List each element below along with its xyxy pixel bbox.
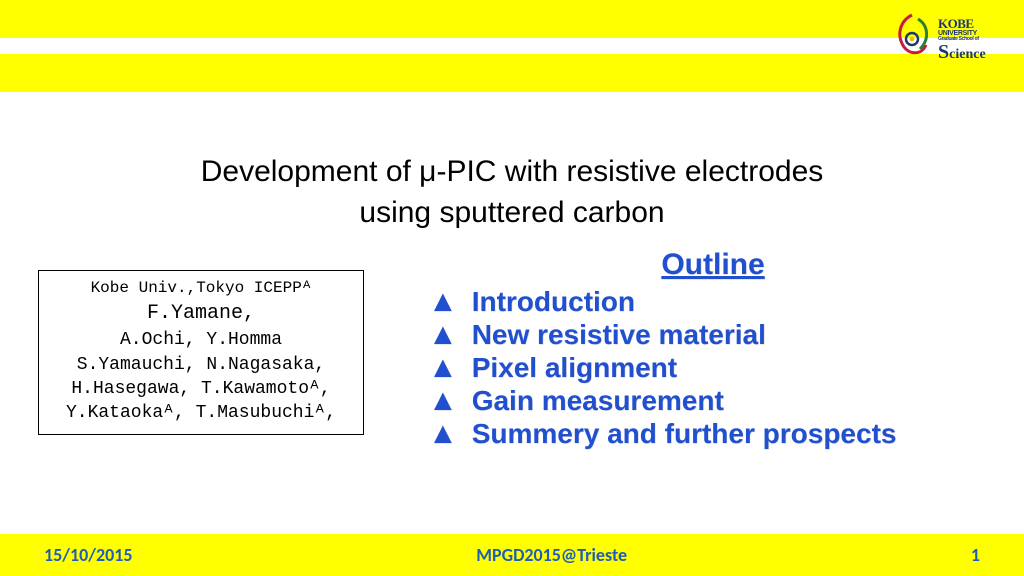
header-band: KOBE UNIVERSITY Graduate School of Scien… <box>0 0 1024 92</box>
coauthors-line: Y.Kataokaᴬ, T.Masubuchiᴬ, <box>43 401 359 425</box>
coauthors-line: S.Yamauchi, N.Nagasaka, <box>43 353 359 377</box>
logo-line4: Science <box>938 42 986 62</box>
outline-item: ▲ New resistive material <box>428 319 998 351</box>
logo-text: KOBE UNIVERSITY Graduate School of Scien… <box>938 17 986 62</box>
title-line1: Development of μ-PIC with resistive elec… <box>0 152 1024 193</box>
outline-item: ▲ Summery and further prospects <box>428 418 998 450</box>
outline-block: Outline ▲ Introduction ▲ New resistive m… <box>428 248 998 451</box>
bullet-triangle-icon: ▲ <box>428 419 458 449</box>
slide-title: Development of μ-PIC with resistive elec… <box>0 152 1024 233</box>
coauthors-line: H.Hasegawa, T.Kawamotoᴬ, <box>43 377 359 401</box>
header-band-stripe <box>0 38 1024 54</box>
logo-swirl-icon <box>890 11 934 67</box>
authors-box: Kobe Univ.,Tokyo ICEPPᴬ F.Yamane, A.Ochi… <box>38 270 364 435</box>
coauthors-line: A.Ochi, Y.Homma <box>43 328 359 352</box>
logo-line1: KOBE <box>938 17 986 30</box>
outline-item: ▲ Introduction <box>428 286 998 318</box>
bullet-triangle-icon: ▲ <box>428 320 458 350</box>
outline-label: Introduction <box>472 286 635 318</box>
footer-date: 15/10/2015 <box>44 544 132 566</box>
affiliation: Kobe Univ.,Tokyo ICEPPᴬ <box>43 277 359 299</box>
bullet-triangle-icon: ▲ <box>428 287 458 317</box>
footer-band: 15/10/2015 MPGD2015@Trieste 1 <box>0 534 1024 576</box>
outline-item: ▲ Gain measurement <box>428 385 998 417</box>
outline-label: Summery and further prospects <box>472 418 897 450</box>
slide: KOBE UNIVERSITY Graduate School of Scien… <box>0 0 1024 576</box>
bullet-triangle-icon: ▲ <box>428 353 458 383</box>
university-logo: KOBE UNIVERSITY Graduate School of Scien… <box>890 4 1010 74</box>
title-line2: using sputtered carbon <box>0 193 1024 234</box>
outline-item: ▲ Pixel alignment <box>428 352 998 384</box>
footer-page-number: 1 <box>971 544 980 566</box>
outline-label: Pixel alignment <box>472 352 677 384</box>
outline-heading: Outline <box>428 248 998 282</box>
presenter: F.Yamane, <box>43 299 359 328</box>
outline-label: New resistive material <box>472 319 766 351</box>
bullet-triangle-icon: ▲ <box>428 386 458 416</box>
outline-label: Gain measurement <box>472 385 724 417</box>
footer-venue: MPGD2015@Trieste <box>476 544 627 566</box>
